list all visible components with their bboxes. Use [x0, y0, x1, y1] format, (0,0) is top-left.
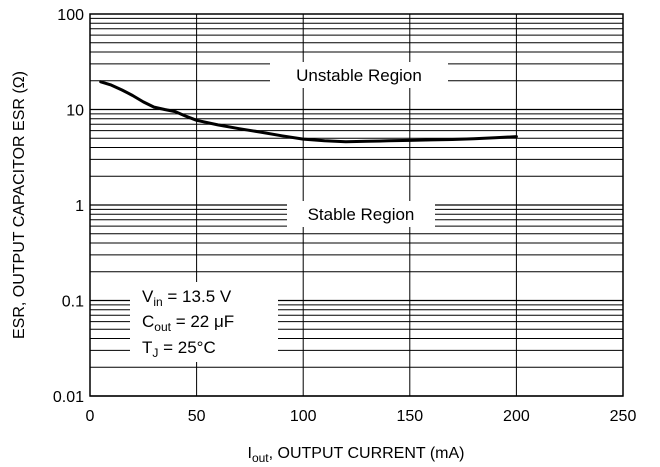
condition-vin: Vin = 13.5 V — [142, 287, 232, 309]
esr-curve — [99, 80, 518, 144]
y-tick-label: 100 — [57, 7, 84, 24]
y-tick-label: 0.01 — [53, 389, 84, 406]
x-tick-label: 250 — [610, 408, 637, 425]
y-tick-labels: 0.01 0.1 1 10 100 — [53, 7, 84, 406]
y-axis-label: ESR, OUTPUT CAPACITOR ESR (Ω) — [11, 71, 28, 339]
y-tick-label: 10 — [66, 103, 84, 120]
x-tick-label: 0 — [86, 408, 95, 425]
stable-label-bg — [287, 201, 435, 227]
y-tick-label: 1 — [75, 198, 84, 215]
conditions-box-bg — [130, 282, 278, 362]
plot-frame — [89, 13, 624, 397]
unstable-region-label: Unstable Region — [296, 66, 422, 85]
x-tick-labels: 0 50 100 150 200 250 — [86, 408, 637, 425]
condition-cout: Cout = 22 μF — [142, 312, 234, 334]
y-tick-label: 0.1 — [62, 294, 84, 311]
x-tick-label: 150 — [396, 408, 423, 425]
x-tick-label: 200 — [503, 408, 530, 425]
unstable-label-bg — [270, 62, 448, 88]
x-axis-label: Iout, OUTPUT CURRENT (mA) — [248, 445, 465, 465]
stable-region-label: Stable Region — [308, 205, 415, 224]
x-tick-label: 100 — [290, 408, 317, 425]
condition-tj: TJ = 25°C — [142, 338, 216, 360]
x-tick-label: 50 — [188, 408, 206, 425]
